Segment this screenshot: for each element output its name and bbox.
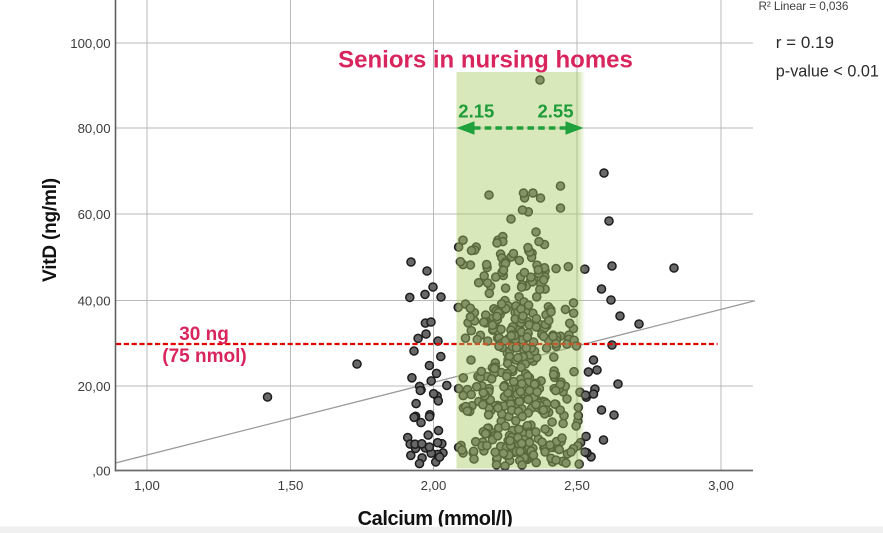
svg-text:1,50: 1,50 — [278, 478, 304, 493]
svg-text:Seniors in nursing homes: Seniors in nursing homes — [338, 47, 633, 74]
svg-text:80,00: 80,00 — [78, 121, 111, 136]
svg-text:r = 0.19: r = 0.19 — [776, 33, 834, 52]
svg-text:30 ng: 30 ng — [179, 324, 229, 345]
svg-text:(75 nmol): (75 nmol) — [162, 346, 246, 367]
svg-text:Calcium (mmol/l): Calcium (mmol/l) — [358, 508, 513, 530]
svg-text:1,00: 1,00 — [134, 478, 160, 493]
svg-text:p-value < 0.01: p-value < 0.01 — [776, 63, 879, 81]
svg-text:2,50: 2,50 — [564, 478, 590, 493]
svg-text:,00: ,00 — [92, 463, 110, 478]
svg-text:100,00: 100,00 — [70, 36, 110, 51]
svg-text:40,00: 40,00 — [78, 293, 111, 308]
svg-text:2.55: 2.55 — [537, 101, 573, 122]
svg-text:60,00: 60,00 — [78, 207, 111, 222]
svg-text:VitD (ng/ml): VitD (ng/ml) — [40, 178, 61, 282]
svg-text:R² Linear = 0,036: R² Linear = 0,036 — [759, 0, 849, 13]
svg-text:2,00: 2,00 — [421, 478, 447, 493]
svg-text:3,00: 3,00 — [708, 478, 734, 493]
svg-text:20,00: 20,00 — [78, 379, 111, 394]
svg-text:2.15: 2.15 — [458, 101, 494, 122]
